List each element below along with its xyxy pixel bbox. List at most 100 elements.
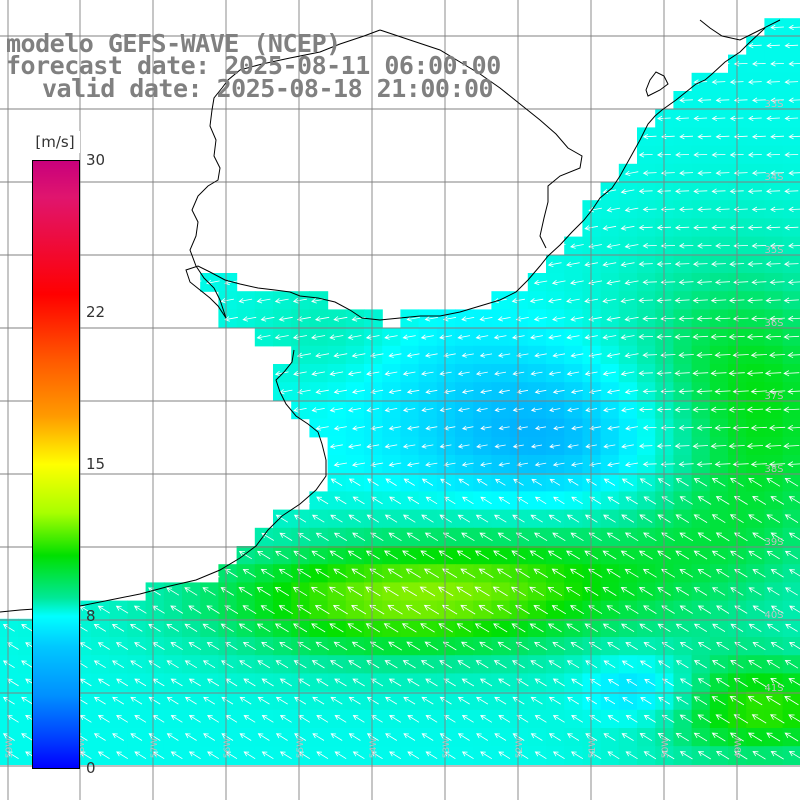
wind-arrow [570,243,584,249]
wind-arrow [314,316,330,322]
wind-arrow [384,514,398,523]
wind-arrow [384,334,398,340]
wind-arrow [421,696,434,705]
wind-arrow [589,496,602,505]
wind-arrow [261,751,274,760]
wind-arrow [674,261,690,267]
wind-arrow [293,407,307,413]
wind-arrow [329,407,343,413]
wind-arrow [589,678,602,687]
wind-arrow [275,733,288,741]
wind-arrow [480,751,493,760]
wind-arrow [675,587,690,596]
wind-arrows [2,24,800,760]
wind-arrow [529,586,545,597]
wind-arrow [602,623,617,633]
wind-cell [473,564,492,583]
wind-arrow [312,733,325,741]
wind-arrow [512,370,525,376]
wind-arrow [330,514,343,523]
wind-arrow [352,751,365,760]
wind-arrow [603,697,616,705]
wind-arrow [406,532,420,542]
wind-arrow [766,732,781,742]
wind-arrow [475,370,488,376]
wind-arrow [748,514,762,523]
wind-arrow [624,352,639,359]
wind-arrow [769,315,785,322]
wind-arrow [494,443,506,449]
wind-arrow [710,443,727,449]
wind-arrow [366,660,380,669]
wind-arrow [570,352,584,358]
wind-arrow [311,514,325,523]
wind-cell [436,600,456,620]
wind-arrow [570,316,584,322]
wind-arrow [533,316,548,322]
wind-arrow [275,514,289,523]
wind-arrow [439,334,452,340]
wind-arrow [553,425,565,431]
wind-arrow [768,388,786,395]
wind-arrow [622,697,634,705]
wind-arrow [697,97,712,103]
wind-arrow [292,297,307,304]
wind-arrow [311,660,325,669]
wind-cell [782,637,800,656]
wind-arrow [134,642,147,650]
wind-arrow [748,659,762,669]
wind-arrow [257,733,270,741]
wind-arrow [188,751,201,760]
wind-arrow [783,370,800,377]
wind-arrow [516,715,529,723]
wind-arrow [770,751,784,760]
wind-arrow [675,188,690,194]
wind-arrow [711,115,726,122]
wind-cell [546,600,565,620]
wind-arrow [351,461,366,468]
wind-arrow [696,388,713,395]
wind-arrow [516,352,529,358]
wind-arrow [710,406,727,413]
wind-arrow [516,751,529,760]
wind-arrow [675,478,689,487]
wind-arrow [696,279,712,286]
wind-arrow [606,605,621,615]
wind-arrow [439,733,452,741]
wind-arrow [257,660,271,669]
wind-arrow [370,425,384,431]
wind-arrow [602,225,617,231]
wind-arrow [329,370,344,377]
wind-arrow [642,388,657,395]
wind-arrow [334,496,347,505]
wind-arrow [347,550,362,560]
wind-arrow [513,478,524,486]
wind-cell [418,600,438,620]
wind-arrow [206,642,220,651]
wind-arrow [751,133,766,140]
wind-arrow [566,298,580,304]
wind-arrow [275,696,288,705]
wind-arrow [642,461,657,467]
wind-arrow [640,697,652,705]
wind-arrow [442,316,457,322]
wind-arrow [748,623,762,632]
wind-arrow [547,550,562,560]
wind-arrow [607,461,620,467]
wind-arrow [548,334,562,340]
wind-arrow [711,732,726,742]
wind-cell [491,600,511,620]
wind-arrow [456,586,472,597]
wind-arrow [366,514,380,523]
wind-arrow [456,623,472,633]
wind-arrow [406,389,420,395]
wind-arrow [748,42,762,49]
wind-arrow [752,605,766,614]
wind-arrow [566,660,580,669]
wind-arrow [443,461,456,467]
wind-arrow [366,407,380,413]
wind-arrow [766,477,781,487]
wind-arrow [712,623,726,632]
wind-arrow [405,604,421,615]
wind-arrow [784,152,799,158]
